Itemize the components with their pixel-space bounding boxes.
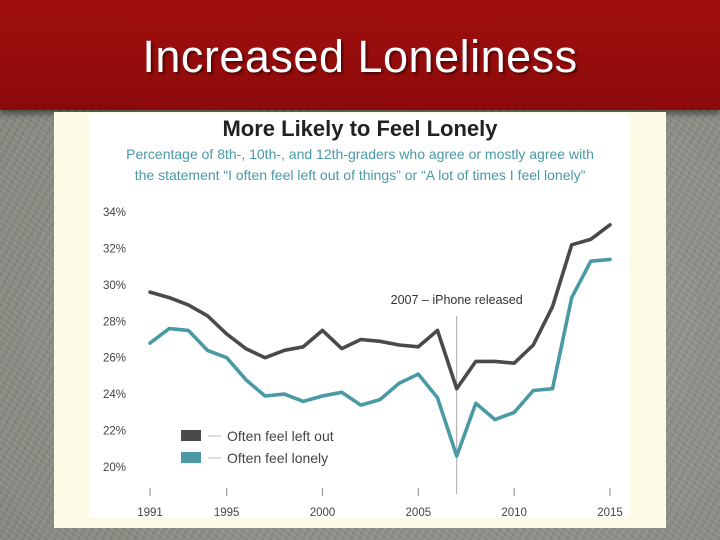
legend-swatch: [181, 430, 201, 441]
y-tick-label: 34%: [103, 207, 126, 219]
x-tick-label: 2015: [597, 507, 623, 519]
x-tick-label: 2000: [310, 507, 336, 519]
x-tick-label: 1995: [214, 507, 240, 519]
chart-title: More Likely to Feel Lonely: [222, 116, 498, 141]
x-tick-label: 2010: [501, 507, 527, 519]
legend-swatch: [181, 452, 201, 463]
y-tick-label: 30%: [103, 280, 126, 292]
slide-title-bar: Increased Loneliness: [0, 0, 720, 110]
series-line-lonely: [148, 257, 612, 458]
y-tick-label: 24%: [103, 389, 126, 401]
y-tick-label: 22%: [103, 426, 126, 438]
legend-label: Often feel left out: [227, 428, 334, 444]
y-tick-label: 20%: [103, 462, 126, 474]
x-tick-label: 1991: [137, 507, 163, 519]
series-layer: [148, 223, 612, 458]
y-tick-label: 26%: [103, 353, 126, 365]
chart-subtitle-line-2: the statement “I often feel left out of …: [135, 167, 586, 183]
x-axis: 1991 1995 2000 2005 2010 2015: [137, 488, 623, 519]
series-line-left-out: [148, 223, 612, 391]
chart-panel: [89, 114, 629, 518]
slide-title: Increased Loneliness: [142, 31, 578, 82]
y-axis: 20% 22% 24% 26% 28% 30% 32% 34%: [103, 207, 126, 474]
x-tick-label: 2005: [406, 507, 432, 519]
annotation-layer: 2007 – iPhone released: [391, 293, 523, 494]
y-tick-label: 28%: [103, 316, 126, 328]
annotation-label: 2007 – iPhone released: [391, 293, 523, 307]
legend-label: Often feel lonely: [227, 450, 328, 466]
chart-subtitle-line-1: Percentage of 8th-, 10th-, and 12th-grad…: [126, 146, 594, 162]
legend: Often feel left out Often feel lonely: [181, 428, 334, 466]
y-tick-label: 32%: [103, 243, 126, 255]
